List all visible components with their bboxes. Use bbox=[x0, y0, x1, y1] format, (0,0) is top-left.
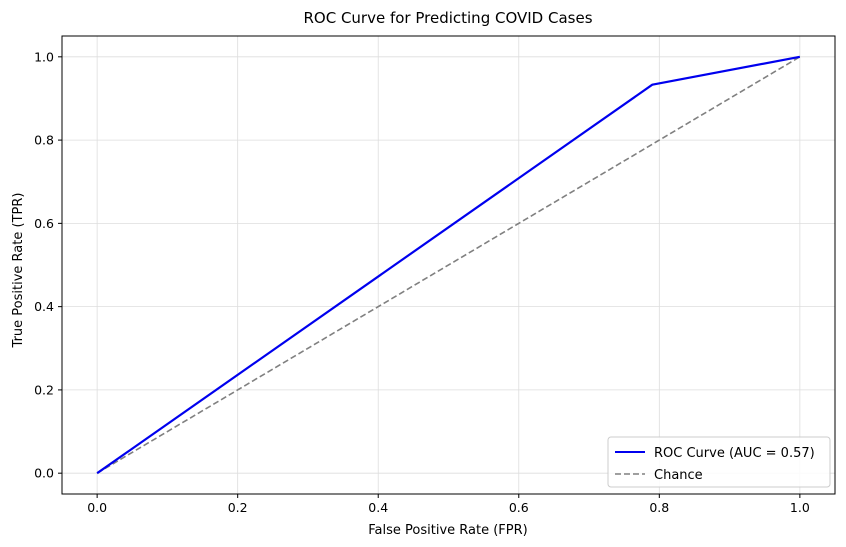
y-axis-label: True Positive Rate (TPR) bbox=[11, 193, 26, 349]
x-tick-label: 0.2 bbox=[228, 500, 248, 515]
legend-label-chance: Chance bbox=[654, 468, 703, 483]
x-tick-label: 0.0 bbox=[87, 500, 107, 515]
y-tick-label: 0.0 bbox=[34, 466, 54, 481]
plot-frame bbox=[61, 35, 836, 495]
y-tick-label: 0.8 bbox=[34, 133, 54, 148]
tick-layer: 0.0 0.2 0.4 0.6 0.8 1.0 0.0 0.2 0.4 0.6 0.8 1.0 bbox=[34, 49, 810, 515]
y-tick-label: 1.0 bbox=[34, 49, 54, 64]
chance-line bbox=[96, 56, 801, 474]
legend-box bbox=[607, 436, 831, 488]
y-tick-label: 0.6 bbox=[34, 216, 54, 231]
y-tick-label: 0.4 bbox=[34, 299, 54, 314]
series-layer bbox=[96, 55, 801, 475]
legend-label-roc: ROC Curve (AUC = 0.57) bbox=[654, 446, 815, 461]
x-axis-label: False Positive Rate (FPR) bbox=[368, 523, 527, 538]
x-tick-label: 1.0 bbox=[790, 500, 810, 515]
chart-title: ROC Curve for Predicting COVID Cases bbox=[303, 9, 592, 27]
roc-curve-line bbox=[96, 55, 801, 475]
y-tick-label: 0.2 bbox=[34, 382, 54, 397]
legend: ROC Curve (AUC = 0.57) Chance bbox=[607, 436, 831, 488]
x-tick-label: 0.4 bbox=[368, 500, 388, 515]
x-tick-label: 0.6 bbox=[509, 500, 529, 515]
x-tick-label: 0.8 bbox=[649, 500, 669, 515]
